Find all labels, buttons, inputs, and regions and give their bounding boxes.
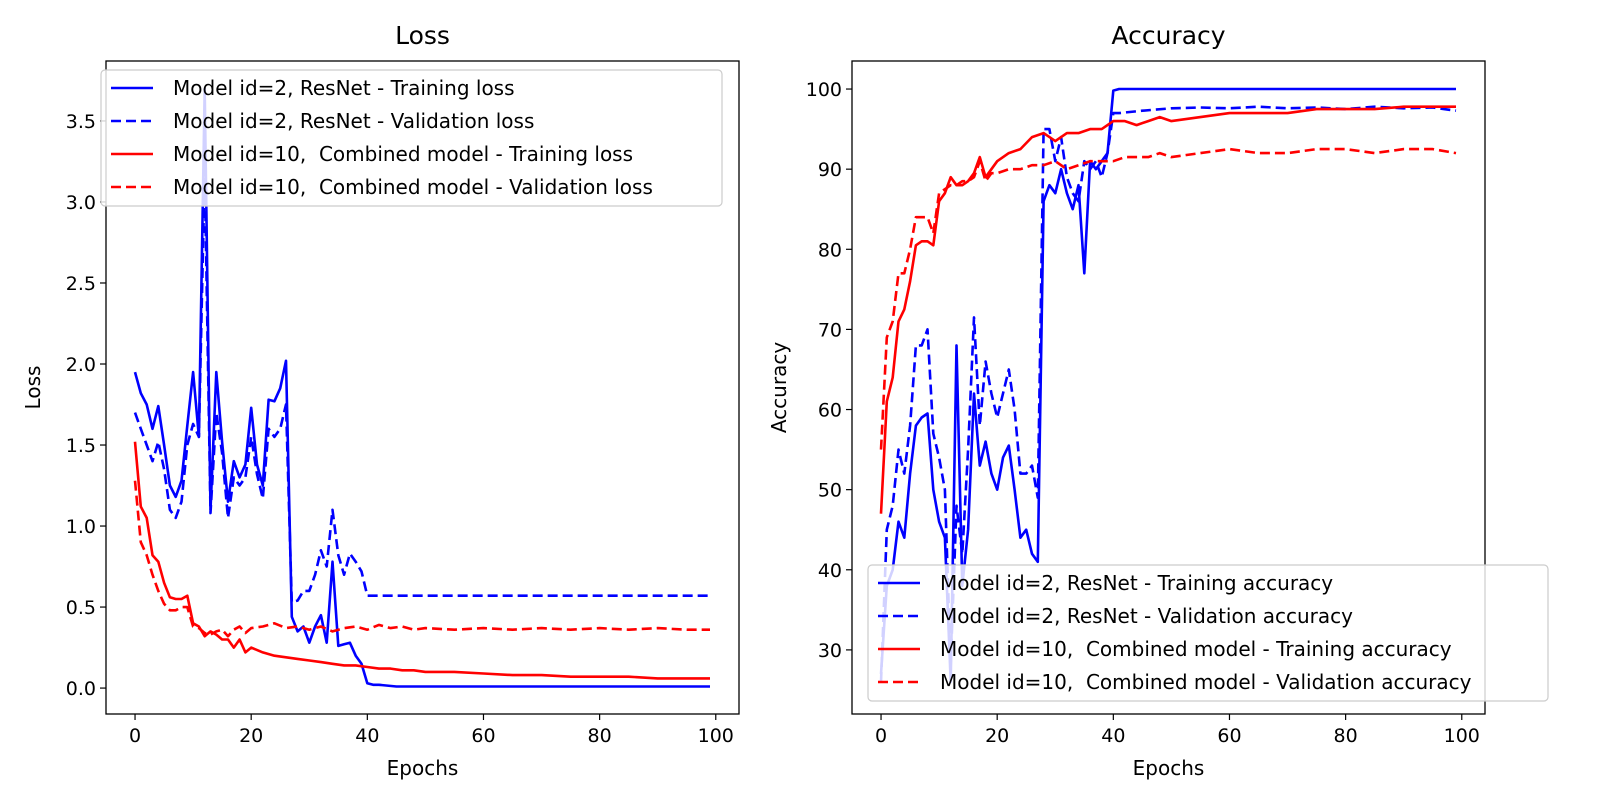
legend-entry-3: Model id=10, Combined model - Training l… (173, 142, 633, 166)
chart-title: Accuracy (1111, 21, 1225, 50)
y-tick-label: 30 (818, 640, 842, 662)
y-tick-label: 40 (818, 560, 842, 582)
series-line-1 (879, 87, 1456, 684)
chart-title: Loss (395, 21, 450, 50)
y-tick-label: 1.0 (66, 516, 96, 538)
x-tick-label: 80 (1334, 725, 1358, 747)
accuracy-chart: 0 20 40 60 80 100 30 40 50 60 70 80 90 100 Accuracy Epo… (767, 21, 1549, 780)
y-axis-label: Accuracy (767, 342, 791, 433)
series-line-2 (133, 168, 710, 604)
y-axis-label: Loss (21, 366, 45, 410)
series-group (133, 87, 710, 688)
legend: Model id=2, ResNet - Training loss Model … (100, 69, 723, 207)
legend-entry-4: Model id=10, Combined model - Validation… (940, 670, 1472, 694)
series-line-4 (133, 480, 710, 638)
x-tick-label: 60 (471, 725, 495, 747)
series-line-1 (133, 87, 710, 688)
axes-frame (851, 60, 1486, 715)
legend-entry-1: Model id=2, ResNet - Training loss (173, 76, 515, 100)
legend-box (100, 69, 723, 207)
series-group (879, 87, 1457, 684)
loss-chart: 0 20 40 60 80 100 0.0 0.5 1.0 1.5 2.0 2.5 3.0 3.5 Loss… (21, 21, 740, 780)
y-tick-label: 2.0 (66, 354, 96, 376)
y-tick-label: 2.5 (66, 273, 96, 295)
series-line-4 (879, 147, 1457, 450)
series-line-3 (133, 441, 710, 680)
y-tick-label: 0.0 (66, 678, 96, 700)
x-axis-label: Epochs (387, 756, 459, 780)
x-tick-label: 40 (355, 725, 379, 747)
x-tick-label: 0 (129, 725, 141, 747)
series-line-3 (879, 105, 1456, 514)
y-tick-label: 0.5 (66, 597, 96, 619)
legend-entry-2: Model id=2, ResNet - Validation loss (173, 109, 534, 133)
y-tick-label: 60 (818, 400, 842, 422)
y-tick-label: 90 (818, 159, 842, 181)
legend-entry-3: Model id=10, Combined model - Training a… (940, 637, 1452, 661)
x-axis-label: Epochs (1133, 756, 1205, 780)
legend-box (867, 564, 1549, 702)
x-tick-label: 80 (588, 725, 612, 747)
legend-entry-2: Model id=2, ResNet - Validation accuracy (940, 604, 1353, 628)
legend-entry-1: Model id=2, ResNet - Training accuracy (940, 571, 1333, 595)
x-tick-label: 0 (875, 725, 887, 747)
y-tick-label: 100 (806, 79, 842, 101)
series-line-2 (879, 105, 1457, 683)
x-tick-label: 60 (1217, 725, 1241, 747)
legend-entry-4: Model id=10, Combined model - Validation… (173, 175, 653, 199)
y-tick-label: 3.5 (66, 111, 96, 133)
axes-frame (105, 60, 740, 715)
x-tick-label: 20 (239, 725, 263, 747)
y-tick-label: 80 (818, 239, 842, 261)
x-tick-label: 100 (698, 725, 734, 747)
x-tick-label: 40 (1101, 725, 1125, 747)
y-tick-label: 70 (818, 319, 842, 341)
y-tick-label: 1.5 (66, 435, 96, 457)
y-tick-label: 3.0 (66, 192, 96, 214)
legend: Model id=2, ResNet - Training accuracy Mo… (867, 564, 1549, 702)
y-tick-label: 50 (818, 480, 842, 502)
x-tick-label: 20 (985, 725, 1009, 747)
x-tick-label: 100 (1444, 725, 1480, 747)
